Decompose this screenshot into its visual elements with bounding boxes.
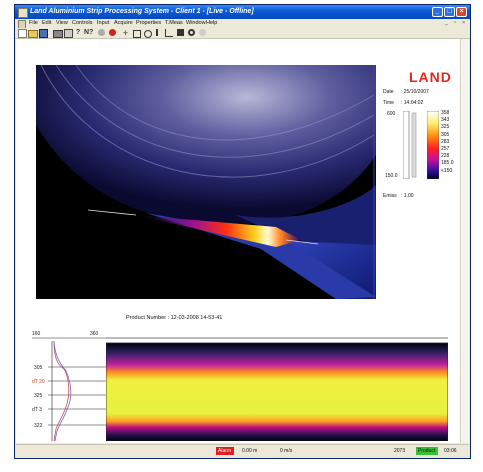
- menu-input[interactable]: Input: [97, 20, 110, 26]
- menu-controls[interactable]: Controls: [72, 20, 93, 26]
- strip-sheet: [146, 213, 376, 299]
- product-label: Product: [418, 448, 436, 454]
- info-panel: LAND Date : 25/10/2007 Time : 14:04:02 6…: [383, 65, 463, 245]
- color-scale-bar: [427, 111, 439, 179]
- print-icon[interactable]: [53, 30, 63, 38]
- menu-file[interactable]: File: [29, 20, 38, 26]
- alarm-label: Alarm: [218, 448, 232, 454]
- measurement-line[interactable]: [87, 209, 137, 216]
- scale-tick: <150: [441, 167, 453, 174]
- menu-tmeas[interactable]: T.Meas: [165, 20, 183, 26]
- main-window: Land Aluminium Strip Processing System -…: [14, 4, 471, 459]
- land-logo: LAND: [409, 69, 452, 85]
- menu-bar: File Edit View Controls Input Acquire Pr…: [15, 19, 470, 29]
- clock-readout: 03:06: [444, 448, 457, 454]
- profile-tick: 305: [34, 365, 43, 371]
- child-restore-icon[interactable]: ▫: [454, 20, 456, 26]
- drum-surface: [36, 65, 376, 225]
- disabled-icon[interactable]: [199, 29, 206, 36]
- strip-map[interactable]: [106, 337, 448, 441]
- scale-bottom-value: 150.0: [385, 173, 398, 179]
- status-bar: Alarm 0.00 m 0 m/s 2073 Product 03:06: [16, 444, 469, 457]
- profile-axis-max: 360: [90, 331, 99, 337]
- time-label: Time: [383, 100, 394, 106]
- menu-acquire[interactable]: Acquire: [114, 20, 133, 26]
- distance-readout: 0.00 m: [242, 448, 258, 454]
- grid-icon[interactable]: [177, 29, 184, 36]
- minimize-button[interactable]: _: [432, 7, 443, 17]
- rectangle-icon[interactable]: [133, 30, 141, 38]
- thermal-image[interactable]: [36, 65, 376, 299]
- scale-tick: 358: [441, 110, 450, 116]
- toolbar: ? N? +: [15, 28, 470, 39]
- client-area: LAND Date : 25/10/2007 Time : 14:04:02 6…: [16, 39, 469, 443]
- emissivity-label: Emiss: [383, 193, 397, 199]
- emissivity-value: : 1.00: [401, 193, 414, 199]
- menu-properties[interactable]: Properties: [136, 20, 162, 26]
- window-title: Land Aluminium Strip Processing System -…: [30, 8, 254, 15]
- drum-contour: [40, 65, 375, 178]
- drum-contour: [75, 65, 375, 141]
- scale-top-value: 600: [387, 111, 396, 117]
- scale-tick: 325: [441, 124, 450, 131]
- crosshair-icon[interactable]: +: [122, 28, 129, 38]
- record-icon[interactable]: [109, 29, 116, 36]
- range-slider[interactable]: [403, 111, 425, 179]
- product-number: Product Number : 12-03-2008 14-53-41: [126, 315, 223, 321]
- app-icon[interactable]: [18, 8, 28, 18]
- lower-roll: [236, 185, 376, 249]
- strip-frame: [106, 342, 448, 441]
- scale-tick: 305: [441, 131, 450, 138]
- new-icon[interactable]: [18, 29, 27, 38]
- profile-axis-min: 160: [32, 331, 41, 337]
- help-icon[interactable]: ?: [75, 29, 81, 36]
- close-button[interactable]: ×: [456, 7, 467, 17]
- menu-help[interactable]: Help: [206, 20, 218, 26]
- menu-edit[interactable]: Edit: [42, 20, 52, 26]
- menu-window[interactable]: Window: [186, 20, 206, 26]
- profile-curve: [53, 340, 72, 441]
- child-close-icon[interactable]: ×: [462, 20, 466, 26]
- profile-tick: 322: [34, 423, 43, 429]
- profile-tick: dT 20: [32, 379, 45, 385]
- date-label: Date: [383, 89, 394, 95]
- temperature-profile[interactable]: 160 360 305 dT 20 325 dT 3 322: [30, 329, 110, 441]
- child-minimize-icon[interactable]: _: [445, 20, 449, 26]
- menu-view[interactable]: View: [56, 20, 68, 26]
- alarm-indicator: [216, 447, 234, 455]
- scale-tick: 257: [441, 146, 450, 153]
- line-icon[interactable]: [156, 29, 158, 36]
- measurement-line[interactable]: [285, 239, 319, 245]
- product-indicator: [416, 447, 438, 455]
- save-icon[interactable]: [39, 29, 48, 38]
- context-help-icon[interactable]: N?: [84, 29, 94, 36]
- date-value: : 25/10/2007: [401, 89, 429, 95]
- scale-tick: 283: [441, 138, 450, 145]
- time-value: : 14:04:02: [401, 100, 424, 106]
- scale-tick: 185.0: [441, 160, 454, 167]
- hot-contact-zone: [136, 215, 301, 247]
- profile-tick: 325: [34, 393, 43, 399]
- scale-tick-list: 358 343 325 305 283 257 228 185.0 <150: [441, 110, 454, 175]
- profile-curve: [53, 340, 70, 441]
- circle-icon[interactable]: [144, 30, 152, 38]
- scale-tick: 343: [441, 117, 450, 124]
- vertical-scrollbar[interactable]: [460, 39, 469, 443]
- stop-icon[interactable]: [98, 29, 105, 36]
- open-icon[interactable]: [28, 30, 38, 38]
- frame-counter: 2073: [394, 448, 406, 454]
- strip-band: [106, 343, 448, 441]
- target-icon[interactable]: [188, 29, 195, 36]
- drum-contour: [55, 65, 375, 158]
- maximize-button[interactable]: □: [444, 7, 455, 17]
- scale-tick: 228: [441, 153, 450, 160]
- title-bar[interactable]: Land Aluminium Strip Processing System -…: [15, 5, 470, 19]
- profile-tick: dT 3: [32, 407, 42, 413]
- preview-icon[interactable]: [64, 29, 73, 38]
- profile-icon[interactable]: [165, 29, 173, 37]
- speed-readout: 0 m/s: [280, 448, 293, 454]
